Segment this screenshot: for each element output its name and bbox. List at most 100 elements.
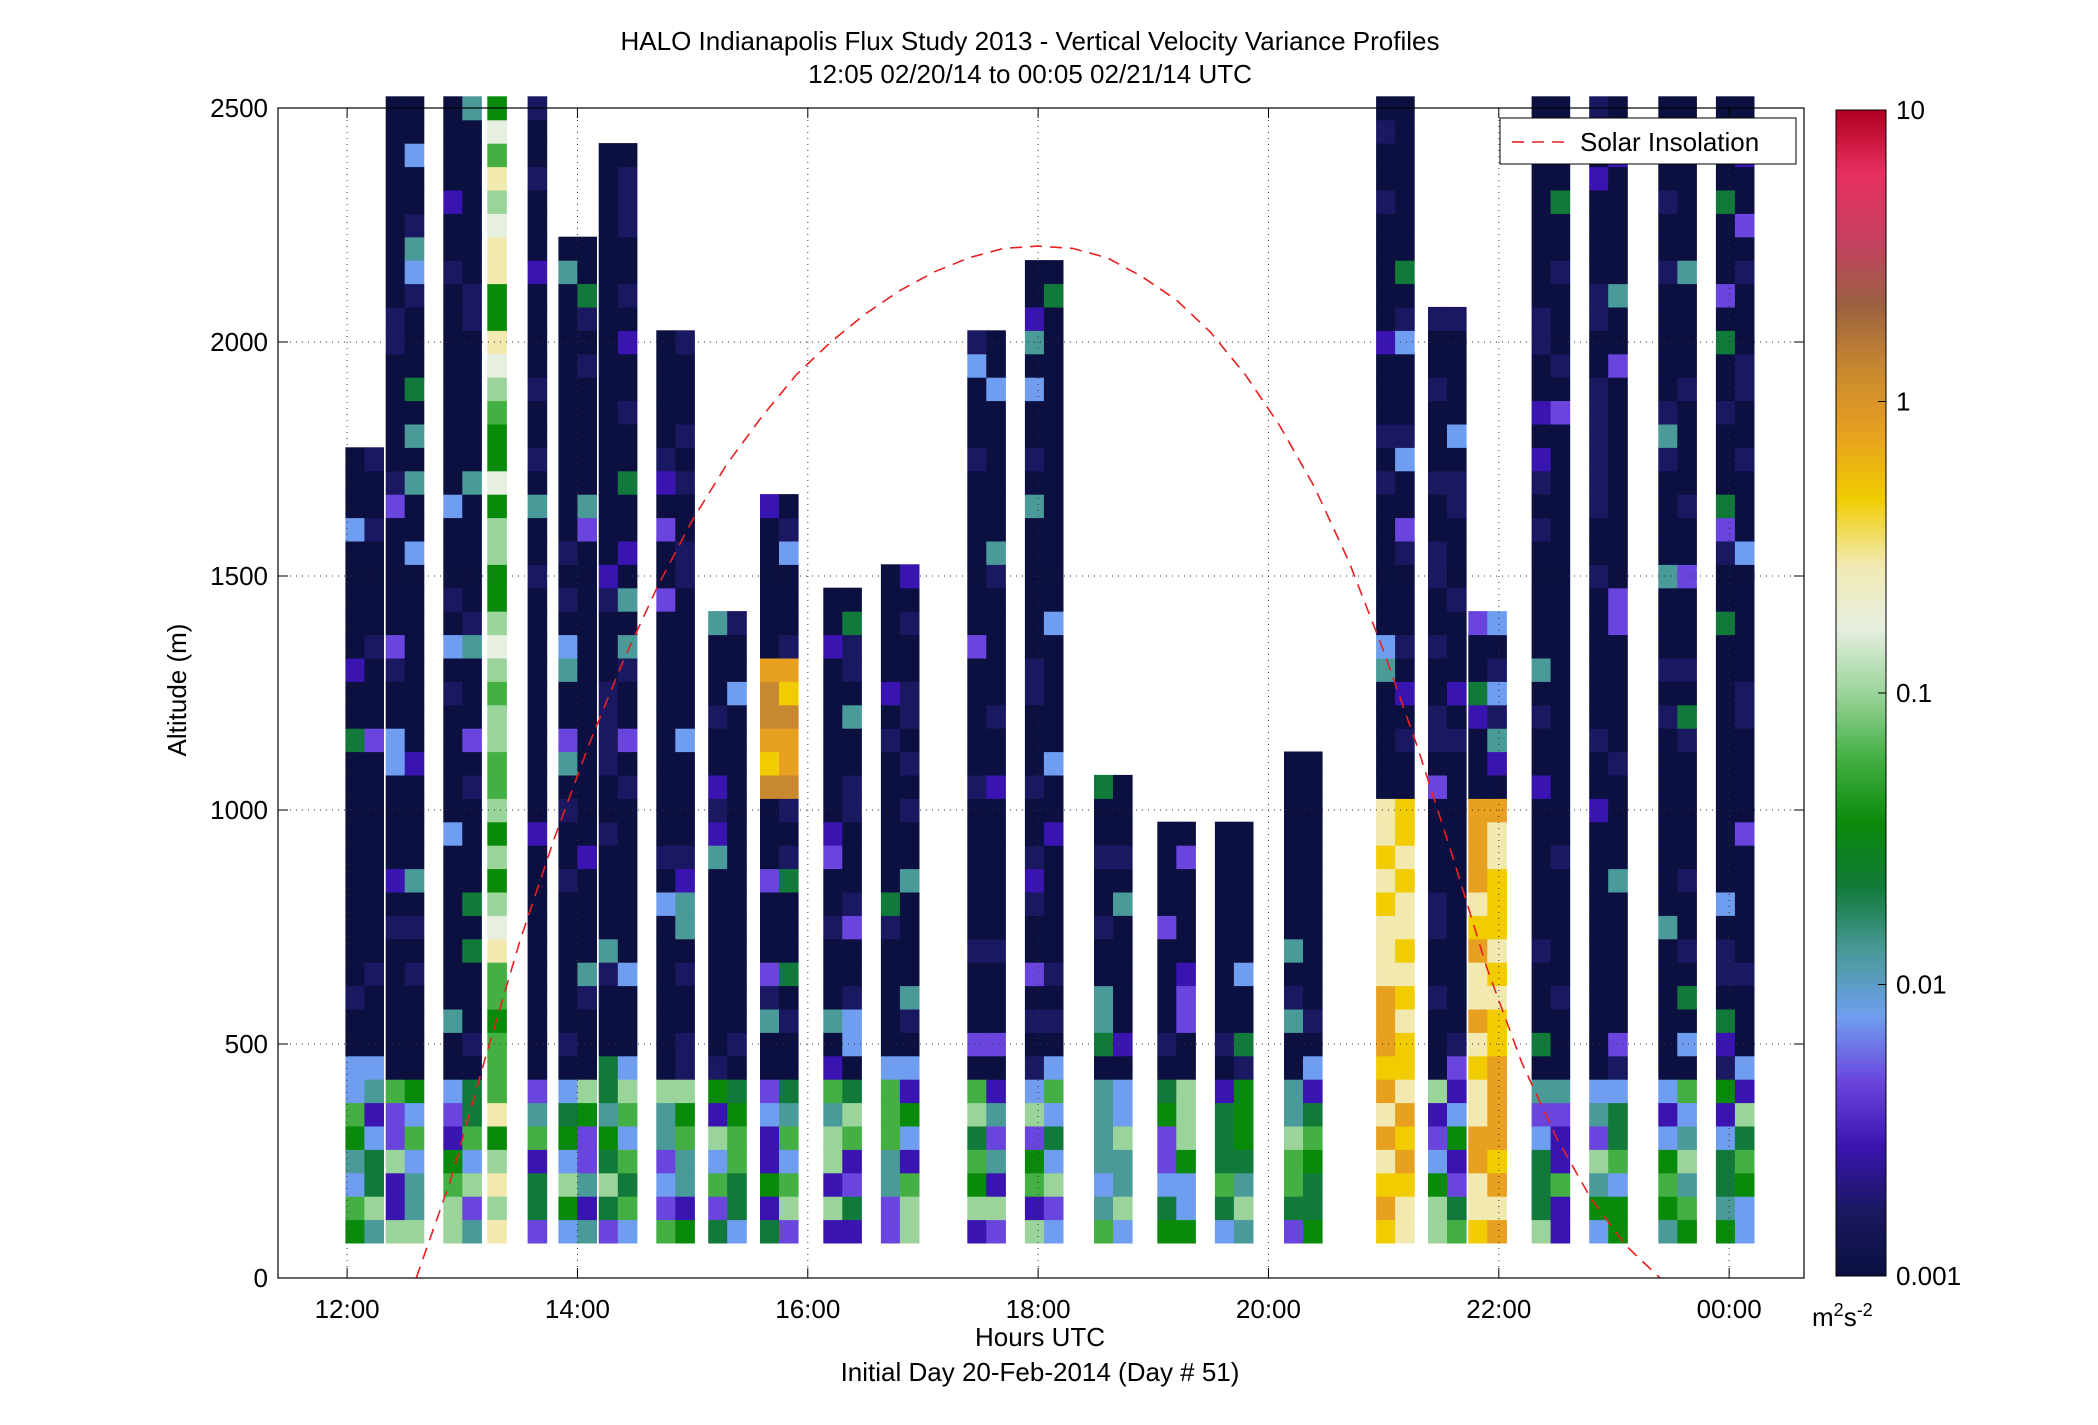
- heatmap-cell: [1658, 306, 1678, 331]
- heatmap-cell: [527, 540, 548, 565]
- heatmap-cell: [880, 774, 901, 799]
- heatmap-cell: [527, 774, 548, 799]
- heatmap-cell: [986, 1102, 1006, 1127]
- heatmap-cell: [1608, 1149, 1628, 1174]
- heatmap-cell: [385, 494, 406, 519]
- heatmap-cell: [656, 915, 676, 940]
- heatmap-cell: [1094, 891, 1114, 916]
- heatmap-cell: [1715, 611, 1736, 636]
- heatmap-cell: [1113, 962, 1133, 987]
- heatmap-cell: [1608, 938, 1628, 963]
- heatmap-cell: [1589, 634, 1609, 659]
- heatmap-cell: [1395, 1125, 1415, 1150]
- heatmap-cell: [1550, 1149, 1571, 1174]
- heatmap-cell: [842, 1032, 862, 1057]
- heatmap-cell: [558, 1149, 578, 1174]
- heatmap-cell: [899, 751, 920, 776]
- heatmap-cell: [727, 798, 747, 823]
- heatmap-cell: [1157, 1032, 1177, 1057]
- heatmap-cell: [1428, 891, 1448, 916]
- heatmap-cell: [527, 1219, 548, 1244]
- heatmap-cell: [880, 1125, 901, 1150]
- heatmap-cell: [1734, 634, 1755, 659]
- heatmap-cell: [598, 962, 619, 987]
- heatmap-cell: [1550, 283, 1571, 308]
- chart-title: HALO Indianapolis Flux Study 2013 - Vert…: [621, 26, 1440, 56]
- heatmap-cell: [1303, 1032, 1323, 1057]
- heatmap-cell: [986, 798, 1006, 823]
- heatmap-cell: [899, 657, 920, 682]
- heatmap-cell: [1550, 821, 1571, 846]
- variance-column: [1468, 611, 1507, 1244]
- heatmap-cell: [1468, 938, 1488, 963]
- heatmap-cell: [1677, 728, 1697, 753]
- heatmap-cell: [1303, 915, 1323, 940]
- heatmap-cell: [385, 236, 406, 261]
- heatmap-cell: [1447, 517, 1467, 542]
- heatmap-cell: [880, 868, 901, 893]
- heatmap-cell: [1677, 306, 1697, 331]
- heatmap-cell: [1589, 213, 1609, 238]
- heatmap-cell: [1589, 400, 1609, 425]
- heatmap-cell: [1589, 962, 1609, 987]
- heatmap-cell: [1658, 611, 1678, 636]
- heatmap-cell: [899, 1196, 920, 1221]
- heatmap-cell: [1233, 1172, 1254, 1197]
- heatmap-cell: [598, 1079, 619, 1104]
- heatmap-cell: [842, 821, 862, 846]
- heatmap-cell: [708, 1172, 728, 1197]
- heatmap-cell: [527, 798, 548, 823]
- heatmap-cell: [899, 774, 920, 799]
- heatmap-cell: [364, 1125, 384, 1150]
- heatmap-cell: [1233, 1102, 1254, 1127]
- heatmap-cell: [1715, 821, 1736, 846]
- heatmap-cell: [1447, 751, 1467, 776]
- heatmap-cell: [617, 1055, 638, 1080]
- heatmap-cell: [577, 353, 597, 378]
- heatmap-cell: [345, 751, 365, 776]
- heatmap-cell: [1487, 774, 1507, 799]
- heatmap-cell: [1468, 821, 1488, 846]
- heatmap-cell: [760, 985, 780, 1010]
- heatmap-cell: [598, 189, 619, 214]
- heatmap-cell: [708, 821, 728, 846]
- heatmap-cell: [443, 611, 463, 636]
- heatmap-cell: [385, 704, 406, 729]
- heatmap-cell: [1487, 821, 1507, 846]
- heatmap-cell: [1550, 634, 1571, 659]
- heatmap-cell: [1677, 1008, 1697, 1033]
- heatmap-cell: [1715, 845, 1736, 870]
- heatmap-cell: [558, 330, 578, 355]
- heatmap-cell: [558, 704, 578, 729]
- heatmap-cell: [1376, 236, 1396, 261]
- heatmap-cell: [708, 1196, 728, 1221]
- colorbar-unit: m2s-2: [1812, 1300, 1873, 1332]
- heatmap-cell: [1428, 1149, 1448, 1174]
- heatmap-cell: [708, 962, 728, 987]
- heatmap-cell: [842, 1149, 862, 1174]
- heatmap-cell: [443, 540, 463, 565]
- heatmap-cell: [1589, 611, 1609, 636]
- heatmap-cell: [617, 657, 638, 682]
- heatmap-cell: [1715, 774, 1736, 799]
- heatmap-cell: [404, 470, 425, 495]
- heatmap-cell: [779, 1219, 799, 1244]
- heatmap-cell: [527, 236, 548, 261]
- heatmap-cell: [823, 1102, 843, 1127]
- heatmap-cell: [760, 657, 780, 682]
- heatmap-cell: [1734, 1149, 1755, 1174]
- heatmap-cell: [967, 728, 987, 753]
- heatmap-cell: [577, 517, 597, 542]
- heatmap-cell: [1094, 962, 1114, 987]
- heatmap-cell: [708, 1149, 728, 1174]
- heatmap-cell: [1468, 657, 1488, 682]
- heatmap-cell: [675, 704, 695, 729]
- heatmap-cell: [986, 470, 1006, 495]
- heatmap-cell: [986, 330, 1006, 355]
- heatmap-cell: [656, 1196, 676, 1221]
- heatmap-cell: [1658, 447, 1678, 472]
- heatmap-cell: [1284, 985, 1304, 1010]
- heatmap-cell: [527, 845, 548, 870]
- heatmap-cell: [487, 1055, 507, 1080]
- heatmap-cell: [1303, 1079, 1323, 1104]
